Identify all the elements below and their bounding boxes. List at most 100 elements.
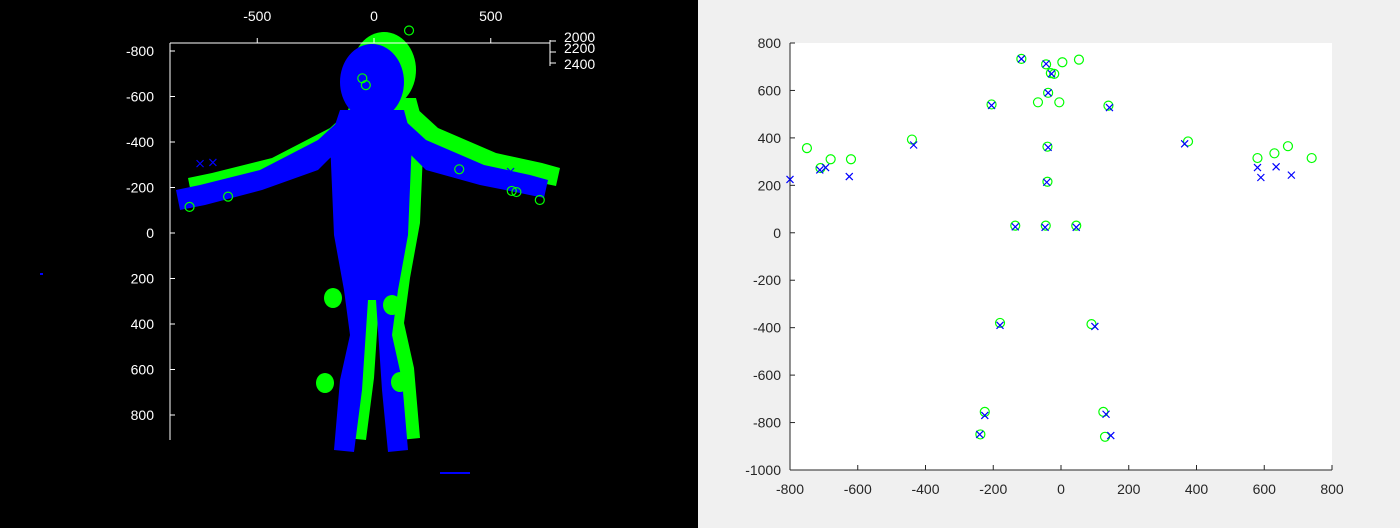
- z-tick-label: 2200: [564, 40, 595, 56]
- x-tick-label: -500: [243, 8, 271, 24]
- x-tick-label: 400: [1185, 481, 1209, 497]
- blue-x-point: [1090, 322, 1099, 331]
- blue-x-point: [1287, 171, 1296, 180]
- green-circle-point: [1103, 100, 1114, 111]
- left-3d-scatter-chart: -800 -600 -400 -200 0 200 400 600 800 -500 0 500 200…: [40, 8, 595, 474]
- green-circle-point: [1049, 68, 1060, 79]
- y-tick-label: -200: [753, 272, 781, 288]
- blue-x-point: [1047, 69, 1056, 78]
- blue-x-point: [909, 141, 918, 149]
- y-tick-label: -400: [126, 134, 154, 150]
- green-circle-point: [1010, 220, 1021, 231]
- blue-x-point: [1041, 223, 1050, 232]
- y-tick-label: 0: [146, 225, 154, 241]
- y-tick-label: 200: [758, 177, 782, 193]
- z-tick-label: 2000: [564, 29, 595, 45]
- green-circle-point: [1042, 176, 1053, 187]
- green-circle-point: [975, 429, 986, 440]
- blue-x-point: [1072, 223, 1081, 232]
- right-2d-scatter-chart: -800 -600 -400 -200 0 200 400 600 800 800 600 400 20…: [745, 35, 1344, 497]
- right-2d-view-panel: -800 -600 -400 -200 0 200 400 600 800 800 600 400 20…: [698, 0, 1400, 528]
- y-tick-label: 400: [131, 316, 155, 332]
- green-circle-point: [1282, 141, 1294, 152]
- blue-x-point: [996, 321, 1004, 330]
- y-tick-label: 0: [773, 225, 781, 241]
- green-circle-point: [534, 194, 545, 206]
- green-circle-point: [1252, 152, 1263, 164]
- green-circle-point: [511, 186, 522, 198]
- point-cloud-bodies: [40, 32, 560, 474]
- x-tick-label: 500: [479, 8, 503, 24]
- green-circle-point: [979, 406, 990, 417]
- blue-x-point: [815, 165, 824, 174]
- blue-x-point: [786, 175, 794, 184]
- y-tick-label: -800: [126, 43, 154, 59]
- blue-x-point: [980, 411, 989, 420]
- y-tick-label: -600: [126, 89, 154, 105]
- green-circle-point: [454, 164, 465, 175]
- x-tick-label: -400: [911, 481, 939, 497]
- green-circle-point: [1057, 57, 1068, 68]
- blue-x-point: [975, 430, 984, 439]
- blue-x-point: [208, 158, 217, 167]
- green-circle-point: [184, 201, 195, 212]
- y-tick-label: 600: [758, 82, 782, 98]
- blue-x-point: [821, 163, 830, 172]
- green-circle-point: [986, 99, 997, 110]
- right-markers: [786, 53, 1317, 442]
- blue-x-point: [1044, 88, 1053, 97]
- left-axes: -800 -600 -400 -200 0 200 400 600 800 -500 0 500 200…: [126, 8, 595, 440]
- green-circle-point: [506, 185, 517, 197]
- green-circle-point: [222, 191, 234, 202]
- blue-point-cloud-body: [176, 44, 548, 452]
- x-tick-label: 200: [1117, 481, 1141, 497]
- blue-x-point: [1042, 178, 1051, 187]
- green-circle-point: [994, 317, 1006, 329]
- green-circle-point: [1043, 87, 1054, 98]
- x-tick-label: -800: [776, 481, 804, 497]
- blue-x-point: [1106, 431, 1115, 440]
- green-circle-point: [1071, 220, 1082, 231]
- green-patch: [391, 372, 409, 392]
- x-tick-label: 0: [370, 8, 378, 24]
- green-circle-point: [1269, 148, 1280, 159]
- stray-blue-point: [40, 273, 43, 275]
- blue-x-point: [1042, 59, 1051, 68]
- green-circle-point: [825, 154, 836, 165]
- x-tick-label: -600: [844, 481, 872, 497]
- plot-area: [790, 43, 1332, 470]
- y-tick-label: -400: [753, 320, 781, 336]
- y-tick-label: 400: [758, 130, 782, 146]
- left-markers: [184, 25, 545, 212]
- blue-x-point: [371, 72, 380, 80]
- left-3d-view-panel: -800 -600 -400 -200 0 200 400 600 800 -500 0 500 200…: [0, 0, 698, 528]
- green-circle-point: [845, 154, 857, 165]
- right-axes: -800 -600 -400 -200 0 200 400 600 800 800 600 400 20…: [745, 35, 1344, 497]
- blue-x-point: [1017, 54, 1026, 63]
- green-circle-point: [1042, 141, 1053, 152]
- green-circle-point: [1040, 59, 1052, 70]
- blue-x-point: [845, 172, 854, 181]
- y-tick-label: 200: [131, 271, 155, 287]
- blue-x-point: [1180, 139, 1189, 148]
- green-circle-point: [360, 80, 371, 91]
- green-circle-point: [1086, 319, 1097, 330]
- green-circle-point: [1040, 220, 1051, 231]
- blue-x-point: [1256, 173, 1265, 182]
- blue-x-point: [987, 101, 996, 110]
- green-circle-point: [1016, 53, 1027, 64]
- stray-blue-points: [440, 472, 470, 474]
- blue-x-point: [506, 167, 515, 176]
- green-patch: [383, 295, 401, 315]
- green-circle-point: [1182, 136, 1194, 147]
- blue-x-point: [1253, 163, 1262, 172]
- x-tick-label: 800: [1320, 481, 1344, 497]
- x-tick-label: 600: [1253, 481, 1277, 497]
- green-circle-point: [403, 25, 415, 36]
- x-tick-label: -200: [979, 481, 1007, 497]
- blue-x-point: [1011, 222, 1020, 231]
- y-tick-label: -1000: [745, 462, 781, 478]
- y-tick-label: -600: [753, 367, 781, 383]
- blue-x-point: [1105, 103, 1114, 112]
- blue-x-point: [1272, 162, 1281, 171]
